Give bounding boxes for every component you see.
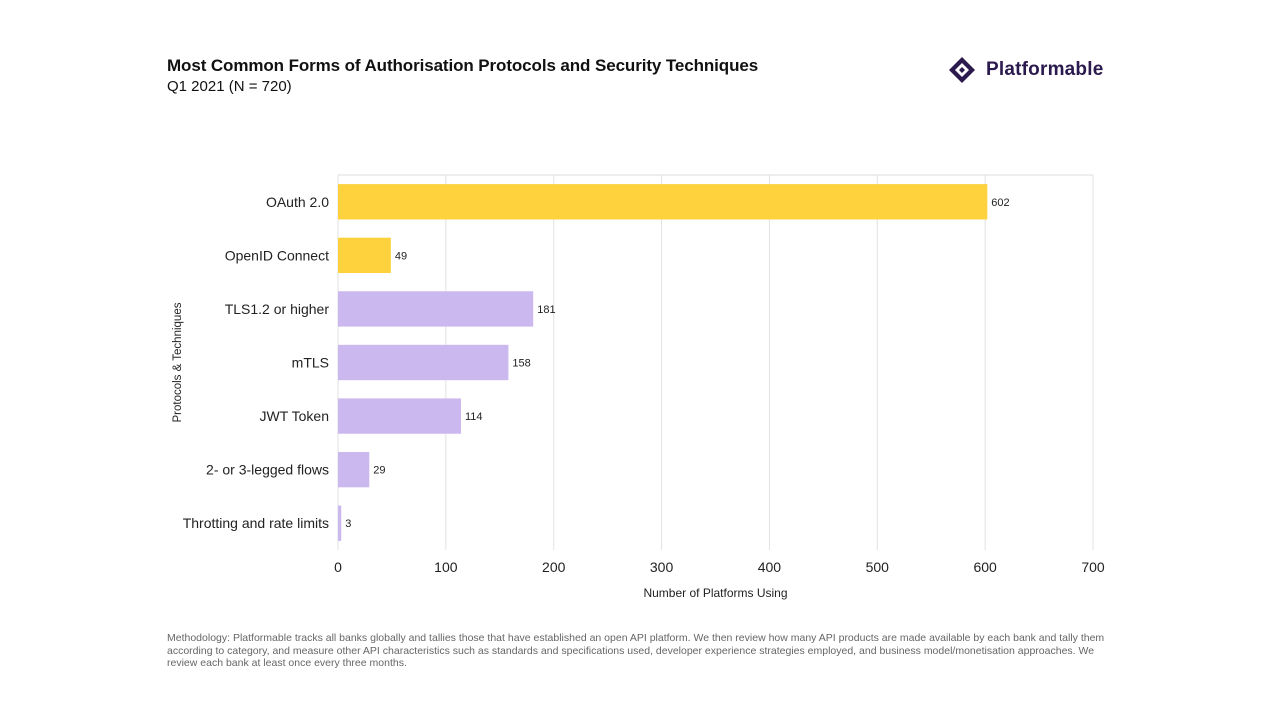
bar [338, 291, 534, 327]
category-label: JWT Token [259, 408, 329, 424]
x-tick-label: 600 [973, 559, 997, 575]
category-label: OAuth 2.0 [266, 194, 329, 210]
x-tick-label: 0 [334, 559, 342, 575]
chart-subtitle: Q1 2021 (N = 720) [167, 78, 292, 95]
bar [338, 451, 370, 488]
x-tick-label: 700 [1081, 559, 1105, 575]
data-label: 602 [991, 197, 1009, 209]
chart-title: Most Common Forms of Authorisation Proto… [167, 56, 759, 75]
diamond-logo-icon [949, 57, 975, 83]
bar [338, 237, 391, 274]
brand-name: Platformable [986, 59, 1104, 80]
category-label: OpenID Connect [225, 247, 329, 263]
x-tick-label: 300 [650, 559, 674, 575]
data-label: 181 [537, 304, 555, 316]
category-label: mTLS [292, 355, 329, 371]
bar [338, 505, 342, 541]
bar [338, 398, 461, 434]
brand-logo: Platformable [948, 56, 1104, 84]
category-label: 2- or 3-legged flows [206, 462, 329, 478]
category-label: TLS1.2 or higher [225, 301, 330, 317]
y-axis-title: Protocols & Techniques [172, 302, 184, 422]
bar [338, 344, 509, 381]
methodology-note: Methodology: Platformable tracks all ban… [167, 632, 1105, 669]
x-tick-label: 100 [434, 559, 458, 575]
category-label: Throtting and rate limits [183, 515, 329, 531]
x-tick-label: 200 [542, 559, 566, 575]
data-label: 158 [512, 358, 530, 370]
data-label: 114 [465, 411, 483, 423]
data-label: 3 [345, 518, 351, 530]
x-tick-label: 400 [758, 559, 782, 575]
bar [338, 184, 988, 220]
x-tick-label: 500 [866, 559, 890, 575]
data-label: 29 [373, 465, 385, 477]
x-axis-title: Number of Platforms Using [643, 586, 787, 600]
data-label: 49 [395, 250, 407, 262]
